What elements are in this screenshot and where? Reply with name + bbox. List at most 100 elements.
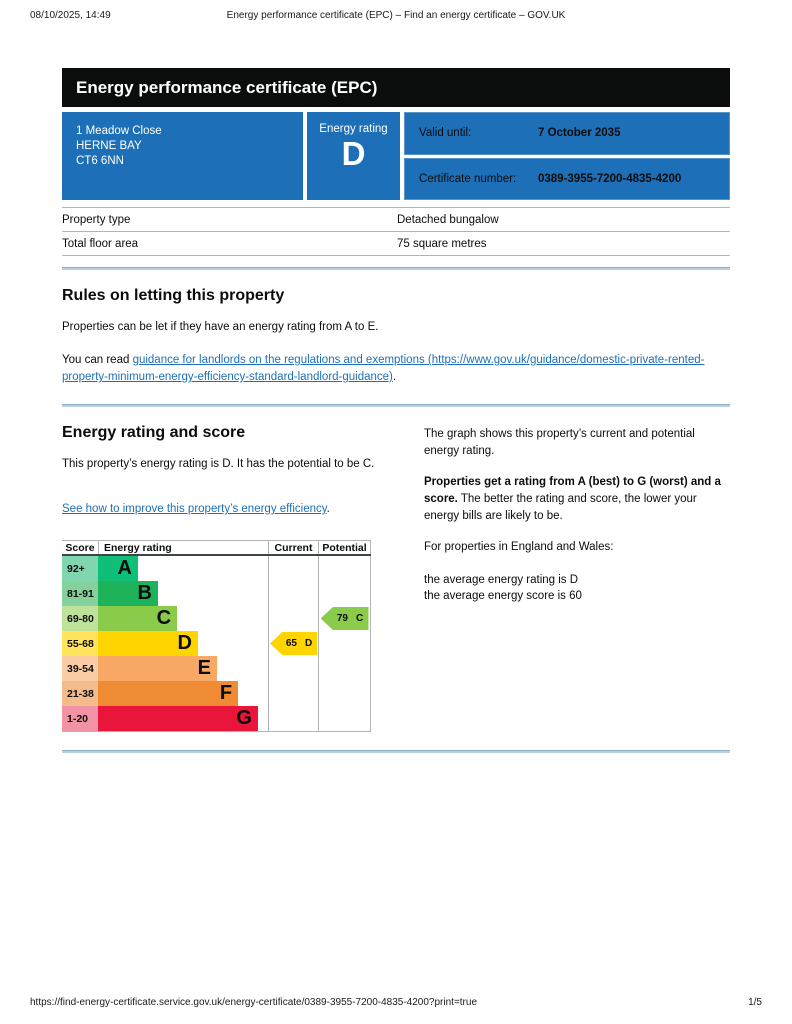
improve-efficiency-paragraph: See how to improve this property’s energ… [62, 501, 330, 518]
epc-potential-cell [318, 556, 371, 581]
section-divider [62, 267, 730, 270]
energy-rating-heading: Energy rating and score [62, 424, 246, 441]
epc-potential-cell [318, 581, 371, 606]
epc-band-area: G [98, 706, 268, 731]
england-wales-paragraph: For properties in England and Wales: [424, 541, 614, 553]
epc-rating-chart: Score Energy rating Current Potential 92… [62, 540, 371, 732]
rating-explanation-bold: Properties get a rating from A (best) to… [424, 476, 721, 505]
epc-band-area: D [98, 631, 268, 656]
rating-section-right-column: The graph shows this property’s current … [424, 407, 730, 732]
epc-current-cell [268, 656, 318, 681]
certificate-banner: Energy performance certificate (EPC) [62, 68, 730, 107]
epc-current-cell [268, 606, 318, 631]
epc-potential-cell [318, 706, 371, 731]
certificate-number-row: Certificate number: 0389-3955-7200-4835-… [404, 157, 730, 200]
epc-band-area: B [98, 581, 268, 606]
property-type-label: Property type [62, 213, 131, 226]
epc-chart-rows: 92+ A 81-91 B 69-80 C 79 C 55-68 D 65 D 39-54 E 21-38 F… [62, 556, 371, 731]
epc-score-range: 69-80 [62, 606, 98, 631]
potential-rating-arrow: 79 C [320, 607, 369, 630]
valid-until-label: Valid until: [419, 127, 472, 140]
certificate-title: Energy performance certificate (EPC) [76, 77, 378, 97]
potential-column-header: Potential [318, 541, 371, 554]
property-type-value: Detached bungalow [397, 213, 499, 226]
current-column-header: Current [268, 541, 318, 554]
epc-score-range: 21-38 [62, 681, 98, 706]
rating-section-left-column: Energy rating and score This property’s … [62, 407, 392, 732]
epc-potential-cell [318, 656, 371, 681]
improve-efficiency-link[interactable]: See how to improve this property’s energ… [62, 503, 327, 515]
property-address: 1 Meadow Close HERNE BAY CT6 6NN [62, 112, 303, 200]
epc-score-range: 81-91 [62, 581, 98, 606]
epc-band-row: 55-68 D 65 D [62, 631, 371, 656]
landlord-guidance-link[interactable]: guidance for landlords on the regulation… [62, 354, 705, 383]
epc-score-range: 92+ [62, 556, 98, 581]
epc-chart-header: Score Energy rating Current Potential [62, 540, 371, 556]
rating-explanation-rest: The better the rating and score, the low… [424, 493, 697, 522]
epc-band-row: 1-20 G [62, 706, 371, 731]
address-line-1: 1 Meadow Close [76, 125, 162, 137]
certificate-meta-panel: Valid until: 7 October 2035 Certificate … [404, 112, 730, 200]
average-score-line: the average energy score is 60 [424, 590, 582, 602]
floor-area-value: 75 square metres [397, 237, 487, 250]
energy-rating-section: Energy rating and score This property’s … [62, 407, 730, 732]
epc-score-range: 39-54 [62, 656, 98, 681]
current-rating-arrow: 65 D [270, 632, 317, 655]
epc-potential-cell [318, 631, 371, 656]
letting-guidance-paragraph: You can read guidance for landlords on t… [62, 352, 730, 386]
letting-rules-paragraph: Properties can be let if they have an en… [62, 321, 379, 333]
epc-band-bar: B [98, 581, 158, 606]
epc-band-bar: G [98, 706, 258, 731]
floor-area-label: Total floor area [62, 237, 139, 250]
epc-band-bar: E [98, 656, 217, 681]
epc-score-range: 55-68 [62, 631, 98, 656]
guidance-text-prefix: You can read [62, 354, 133, 366]
letting-rules-heading: Rules on letting this property [62, 287, 285, 304]
energy-rating-column-header: Energy rating [98, 541, 268, 554]
section-divider [62, 404, 730, 407]
epc-current-cell [268, 556, 318, 581]
epc-current-cell: 65 D [268, 631, 318, 656]
table-row: Total floor area 75 square metres [62, 232, 730, 256]
rating-summary-paragraph: This property’s energy rating is D. It h… [62, 458, 375, 470]
energy-rating-value: D [341, 135, 366, 172]
certificate-number-label: Certificate number: [419, 172, 517, 185]
epc-band-area: E [98, 656, 268, 681]
epc-band-row: 92+ A [62, 556, 371, 581]
print-footer: https://find-energy-certificate.service.… [30, 997, 762, 1008]
epc-band-row: 69-80 C 79 C [62, 606, 371, 631]
graph-description-paragraph: The graph shows this property’s current … [424, 428, 695, 457]
certificate-number-value: 0389-3955-7200-4835-4200 [538, 172, 682, 185]
certificate-summary-box: 1 Meadow Close HERNE BAY CT6 6NN Energy … [62, 112, 730, 200]
epc-band-row: 39-54 E [62, 656, 371, 681]
improve-link-suffix: . [326, 503, 330, 515]
print-page-title: Energy performance certificate (EPC) – F… [226, 10, 566, 21]
rating-explanation-paragraph: Properties get a rating from A (best) to… [424, 474, 730, 525]
section-divider [62, 750, 730, 753]
epc-band-row: 81-91 B [62, 581, 371, 606]
epc-band-bar: A [98, 556, 138, 581]
epc-band-area: C [98, 606, 268, 631]
property-details-table: Property type Detached bungalow Total fl… [62, 207, 730, 256]
document-content: Energy performance certificate (EPC) 1 M… [62, 68, 730, 753]
letting-rules-section: Rules on letting this property Propertie… [62, 286, 730, 386]
address-line-2: HERNE BAY [76, 140, 142, 152]
average-rating-line: the average energy rating is D [424, 574, 579, 586]
epc-potential-cell [318, 681, 371, 706]
print-footer-url: https://find-energy-certificate.service.… [30, 997, 478, 1008]
energy-rating-label: Energy rating [319, 123, 388, 135]
print-header: 08/10/2025, 14:49 Energy performance cer… [30, 10, 762, 24]
epc-band-bar: F [98, 681, 239, 706]
epc-band-area: A [98, 556, 268, 581]
epc-potential-cell: 79 C [318, 606, 371, 631]
table-row: Property type Detached bungalow [62, 208, 730, 232]
epc-current-cell [268, 681, 318, 706]
address-line-3: CT6 6NN [76, 155, 124, 167]
valid-until-value: 7 October 2035 [538, 127, 621, 140]
score-column-header: Score [65, 541, 95, 554]
epc-band-row: 21-38 F [62, 681, 371, 706]
energy-rating-panel: Energy rating D [307, 112, 400, 200]
epc-band-area: F [98, 681, 268, 706]
epc-current-cell [268, 581, 318, 606]
